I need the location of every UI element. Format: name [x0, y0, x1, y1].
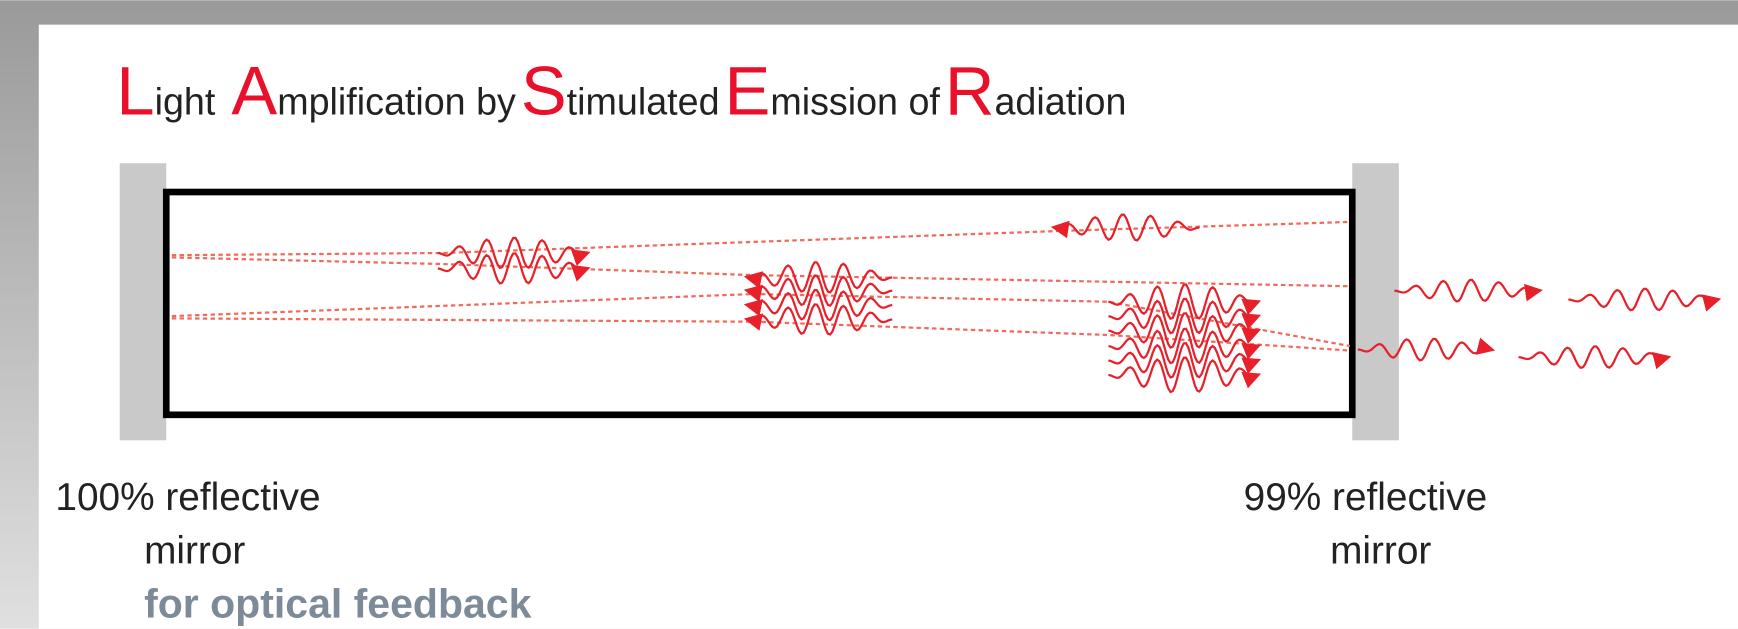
right-mirror: [1352, 163, 1399, 440]
mirror-label: mirror: [1330, 529, 1431, 572]
page: Light Amplification by Stimulated Emissi…: [0, 0, 1738, 629]
left-mirror: [120, 163, 167, 440]
title-initial: E: [724, 52, 770, 129]
title-word: mission of: [770, 80, 940, 122]
title-word: mplification by: [277, 80, 516, 122]
title-word: ight: [155, 80, 216, 122]
title-initial: S: [521, 52, 567, 129]
title-initial: A: [231, 52, 277, 129]
mirror-label: 99% reflective: [1244, 476, 1488, 519]
title-initial: R: [945, 52, 995, 129]
title-word: timulated: [567, 80, 720, 122]
title-initial: L: [116, 52, 154, 129]
title-word: adiation: [994, 80, 1126, 122]
mirror-label: 100% reflective: [55, 476, 320, 519]
diagram: Light Amplification by Stimulated Emissi…: [0, 0, 1738, 629]
mirror-note: for optical feedback: [144, 581, 532, 627]
mirror-label: mirror: [144, 529, 245, 572]
